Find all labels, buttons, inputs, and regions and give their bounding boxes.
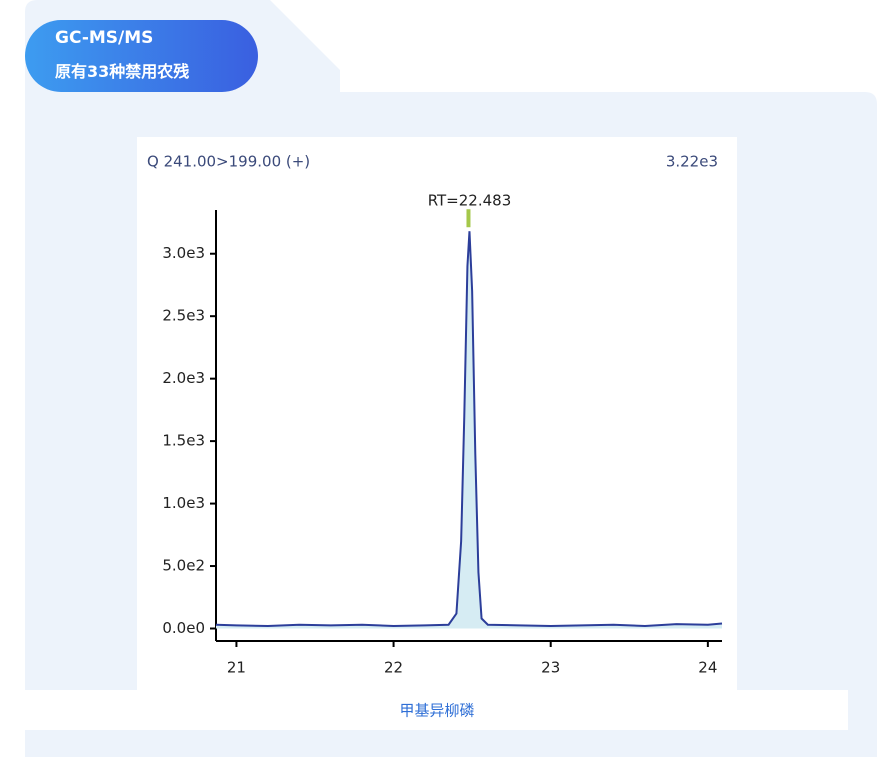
y-tick-label: 0.0e0 <box>162 619 205 637</box>
x-tick-label: 24 <box>698 659 717 677</box>
caption-bar <box>25 690 848 730</box>
x-tick-label: 23 <box>541 659 560 677</box>
chart-subtitle: 3.22e3 <box>666 153 718 171</box>
line <box>215 231 723 628</box>
area <box>216 231 722 629</box>
badge <box>25 20 258 92</box>
badge-line1: GC-MS/MS <box>55 28 154 48</box>
y-tick-label: 2.0e3 <box>162 369 205 387</box>
caption: 甲基异柳磷 <box>399 702 474 720</box>
chart-box <box>137 137 737 690</box>
x-tick-label: 22 <box>384 659 403 677</box>
y-tick-label: 5.0e2 <box>162 557 205 575</box>
y-tick-label: 1.5e3 <box>162 432 205 450</box>
y-tick-label: 2.5e3 <box>162 307 205 325</box>
badge-line2: 原有33种禁用农残 <box>55 62 190 81</box>
y-tick-label: 1.0e3 <box>162 494 205 512</box>
annotation: RT=22.483 <box>428 192 512 210</box>
y-tick-label: 3.0e3 <box>162 244 205 262</box>
chart-title: Q 241.00>199.00 (+) <box>147 153 310 171</box>
x-tick-label: 21 <box>227 659 246 677</box>
